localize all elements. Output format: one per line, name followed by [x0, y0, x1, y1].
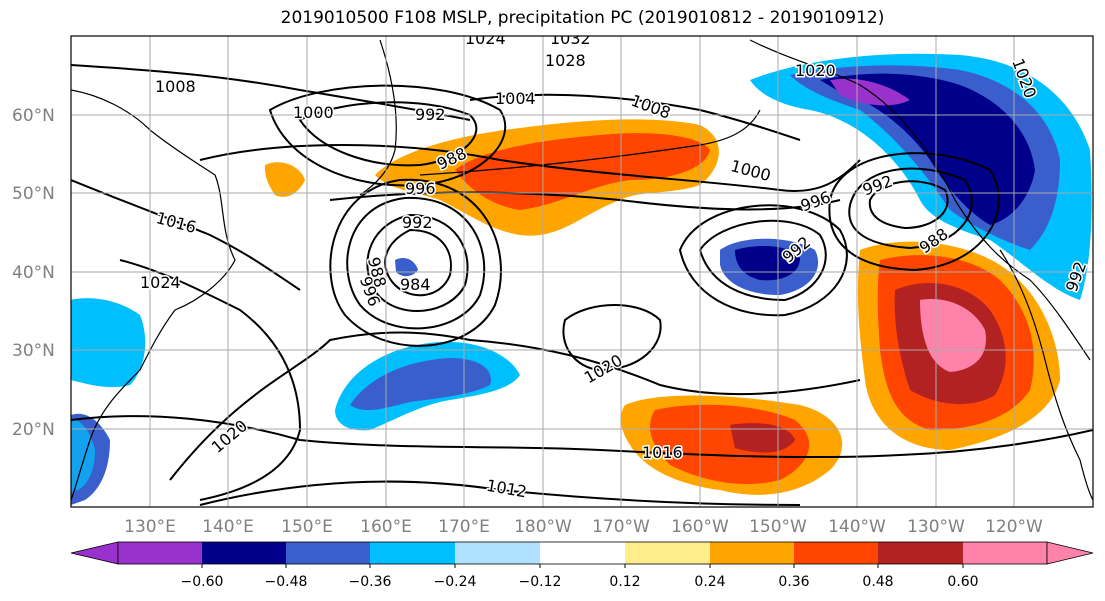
isobar-label: 1024 — [465, 29, 506, 48]
lon-tick-label: 140°E — [202, 517, 254, 537]
colorbar-tick-label: 0.24 — [694, 574, 725, 590]
isobar-nw-ring1 — [298, 101, 478, 167]
isobar-label: 1024 — [140, 273, 181, 292]
shade-west-negative — [71, 298, 146, 388]
lat-tick-label: 50°N — [12, 184, 55, 204]
colorbar-cell — [963, 542, 1047, 564]
shade-west-negative3 — [71, 419, 95, 492]
colorbar-tick-label: 0.60 — [947, 574, 978, 590]
colorbar-tick-label: −0.60 — [181, 574, 224, 590]
lat-tick-label: 30°N — [12, 341, 55, 361]
coast-alaska — [749, 39, 1091, 361]
colorbar-tick-label: −0.12 — [519, 574, 562, 590]
lon-tick-label: 130°W — [907, 517, 965, 537]
isobar-low-ring4 — [329, 178, 502, 347]
isobars — [71, 64, 1093, 506]
isobar-1024-west — [119, 259, 302, 501]
lat-tick-label: 60°N — [12, 106, 55, 126]
shade-hawaii-positive3 — [730, 423, 795, 453]
isobar-ne-low3 — [828, 152, 1000, 272]
isobar-1016-west — [71, 179, 301, 291]
lon-tick-label: 170°E — [438, 517, 490, 537]
shade-japan-positive — [264, 162, 305, 197]
colorbar-cell — [118, 542, 202, 564]
lon-tick-label: 160°E — [360, 517, 412, 537]
colorbar-cell — [286, 542, 370, 564]
isobar-996-main — [329, 191, 841, 211]
colorbar-cell — [540, 542, 625, 564]
isobar-low-ring2 — [366, 213, 469, 312]
isobar-nw-ring2 — [268, 84, 507, 187]
colorbar-cell — [455, 542, 540, 564]
colorbar-cell — [794, 542, 878, 564]
colorbar-cells — [117, 541, 1048, 565]
isobar-1000-main — [199, 144, 861, 192]
colorbar-tick-label: 0.48 — [862, 574, 893, 590]
colorbar-tick-label: 0.12 — [609, 574, 640, 590]
colorbar-ticks: −0.60 −0.48 −0.36 −0.24 −0.12 0.12 0.24 0.36 0.4… — [181, 564, 979, 590]
lon-tick-label: 130°E — [124, 517, 176, 537]
lat-tick-label: 20°N — [12, 420, 55, 440]
colorbar-cell — [370, 542, 455, 564]
isobar-label: 992 — [402, 213, 433, 232]
isobar-label: 1020 — [795, 61, 836, 80]
isobar-low-ring3 — [346, 196, 486, 330]
isobar-label: 996 — [405, 179, 436, 198]
isobar-992-mid — [698, 219, 827, 302]
colorbar-cell — [878, 542, 963, 564]
lon-tick-label: 180°W — [514, 517, 572, 537]
isobar-label: 1028 — [545, 51, 586, 70]
lon-tick-label: 140°W — [828, 517, 886, 537]
colorbar-tick-label: −0.48 — [265, 574, 308, 590]
lat-tick-label: 40°N — [12, 263, 55, 283]
isobar-label: 1004 — [495, 89, 536, 108]
coast-aleutians — [419, 109, 761, 176]
isobar-1008-nw — [71, 64, 471, 121]
isobar-1004-n — [469, 93, 801, 141]
colorbar-left-extension — [70, 541, 119, 565]
coastlines — [71, 39, 1093, 501]
coast-asia — [71, 89, 236, 501]
colorbar-tick-label: −0.36 — [349, 574, 392, 590]
figure-title: 2019010500 F108 MSLP, precipitation PC (… — [280, 8, 885, 28]
isobar-1012 — [199, 480, 801, 506]
lon-tick-label: 120°W — [985, 517, 1043, 537]
isobar-ne-low2 — [848, 167, 973, 250]
coast-kamchatka — [359, 39, 397, 196]
graticule — [71, 36, 1093, 507]
colorbar-tick-label: −0.24 — [434, 574, 477, 590]
isobar-label: 992 — [415, 105, 446, 124]
colorbar-cell — [625, 542, 710, 564]
isobar-label: 1032 — [550, 29, 591, 48]
precipitation-shading — [71, 53, 1092, 505]
colorbar-cell — [710, 542, 794, 564]
lon-axis-labels: 130°E 140°E 150°E 160°E 170°E 180°W 170°… — [124, 517, 1043, 537]
colorbar-right-extension — [1046, 541, 1094, 565]
colorbar: −0.60 −0.48 −0.36 −0.24 −0.12 0.12 0.24 0.36 0.4… — [70, 541, 1094, 590]
coast-namerica — [999, 249, 1093, 501]
lon-tick-label: 170°W — [592, 517, 650, 537]
lon-tick-label: 150°E — [281, 517, 333, 537]
isobar-label: 984 — [400, 275, 431, 294]
isobar-ne-low1 — [868, 180, 949, 230]
isobar-988-mid — [678, 204, 848, 317]
map-frame — [70, 35, 1094, 508]
shade-ne-negative3 — [820, 73, 1035, 225]
isobar-label: 1016 — [642, 443, 683, 462]
colorbar-cell — [202, 542, 286, 564]
isobar-1016 — [71, 415, 1093, 459]
lon-tick-label: 160°W — [671, 517, 729, 537]
shade-sub-negative2 — [350, 358, 491, 411]
isobar-label: 1000 — [293, 103, 334, 122]
colorbar-tick-label: 0.36 — [778, 574, 809, 590]
lat-axis-labels: 60°N 50°N 40°N 30°N 20°N — [12, 106, 55, 440]
lon-tick-label: 150°W — [749, 517, 807, 537]
isobar-label: 1008 — [155, 77, 196, 96]
